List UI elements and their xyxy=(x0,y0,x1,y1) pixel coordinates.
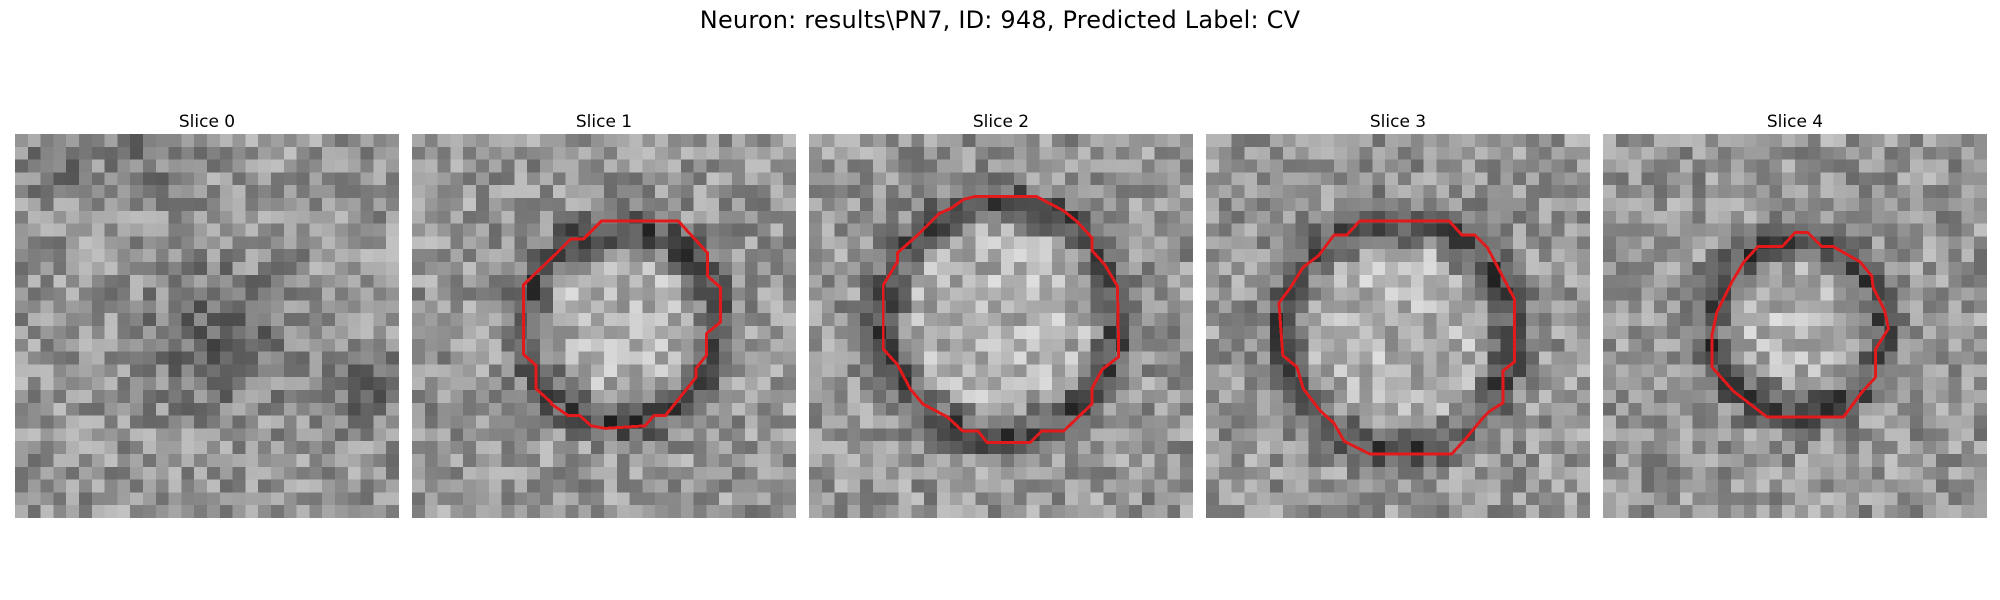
slice-title: Slice 4 xyxy=(1766,112,1824,132)
slice-panel-0: Slice 0 xyxy=(15,112,399,522)
figure-title: Neuron: results\PN7, ID: 948, Predicted … xyxy=(699,6,1301,34)
slice-image xyxy=(15,134,399,518)
slice-title: Slice 2 xyxy=(972,112,1030,132)
segmentation-contour xyxy=(521,219,722,430)
slice-panel-4: Slice 4 xyxy=(1603,112,1987,522)
segmentation-contour xyxy=(1277,219,1516,456)
slice-title: Slice 0 xyxy=(178,112,236,132)
slice-panel-3: Slice 3 xyxy=(1206,112,1590,522)
segmentation-contour xyxy=(1710,231,1890,419)
segmentation-contour xyxy=(881,195,1121,444)
slice-image xyxy=(412,134,796,518)
slice-panel-2: Slice 2 xyxy=(809,112,1193,522)
slice-image xyxy=(1206,134,1590,518)
slice-image xyxy=(1603,134,1987,518)
slice-title: Slice 1 xyxy=(575,112,633,132)
slice-title: Slice 3 xyxy=(1369,112,1427,132)
slice-image xyxy=(809,134,1193,518)
slice-panel-1: Slice 1 xyxy=(412,112,796,522)
